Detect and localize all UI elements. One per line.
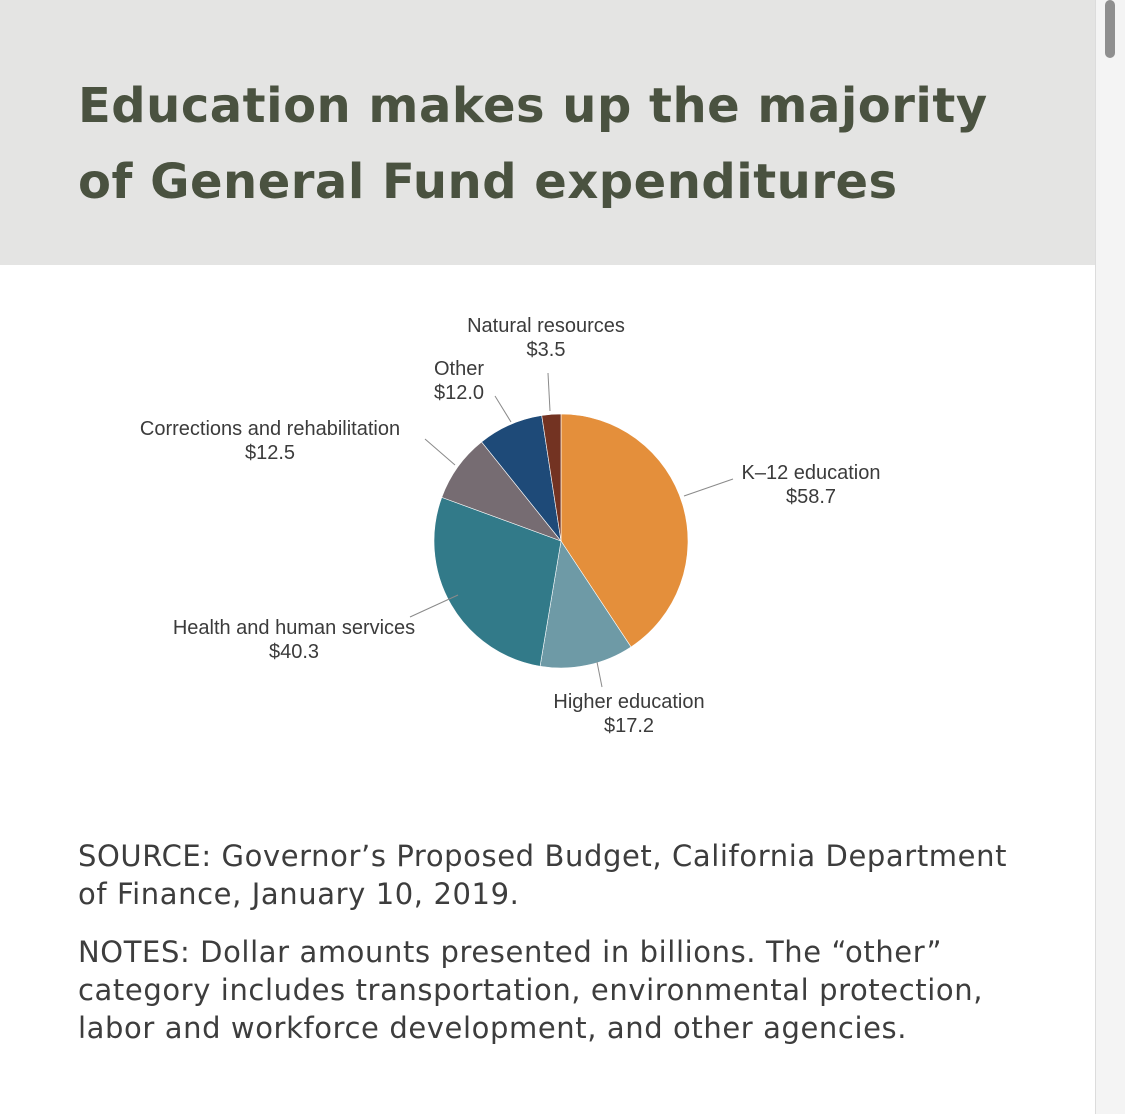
slice-label-5: Other [434, 358, 484, 380]
leader-line-4 [424, 438, 456, 466]
leader-line-2 [596, 661, 603, 688]
pie-slice-2 [539, 540, 632, 669]
slice-labels: K–12 education$58.7 Higher education$17.2… [140, 315, 881, 737]
source-note: SOURCE: Governor’s Proposed Budget, Cali… [78, 839, 1008, 911]
pie-slice-6 [541, 413, 562, 542]
slice-label-4: Corrections and rehabilitation [140, 418, 400, 440]
slice-value-6: $3.5 [527, 339, 566, 361]
slice-label-2: Higher education [553, 691, 704, 713]
leader-lines [409, 372, 734, 688]
slice-value-1: $58.7 [786, 486, 836, 508]
slice-label-6: Natural resources [467, 315, 625, 337]
slice-value-2: $17.2 [604, 715, 654, 737]
leader-line-6 [547, 372, 551, 412]
leader-line-5 [494, 395, 512, 423]
header-banner: Education makes up the majority of Genera… [0, 0, 1095, 265]
slice-value-4: $12.5 [245, 442, 295, 464]
slice-value-3: $40.3 [269, 641, 319, 663]
slice-value-5: $12.0 [434, 382, 484, 404]
pie-chart: K–12 education$58.7 Higher education$17.2… [140, 315, 881, 737]
pie-slices [433, 413, 689, 669]
slice-label-1: K–12 education [741, 462, 880, 484]
scrollbar-thumb[interactable] [1105, 0, 1115, 58]
notes-text: NOTES: Dollar amounts presented in billi… [78, 935, 984, 1045]
leader-line-3 [409, 594, 459, 618]
leader-line-1 [683, 478, 734, 497]
title-line-1: Education makes up the majority [78, 78, 988, 134]
title-line-2: of General Fund expenditures [78, 154, 898, 210]
scrollbar-track[interactable] [1095, 0, 1125, 1114]
page-title: Education makes up the majority of Genera… [78, 68, 1058, 220]
slice-label-3: Health and human services [173, 617, 415, 639]
pie-slice-3 [433, 496, 562, 667]
